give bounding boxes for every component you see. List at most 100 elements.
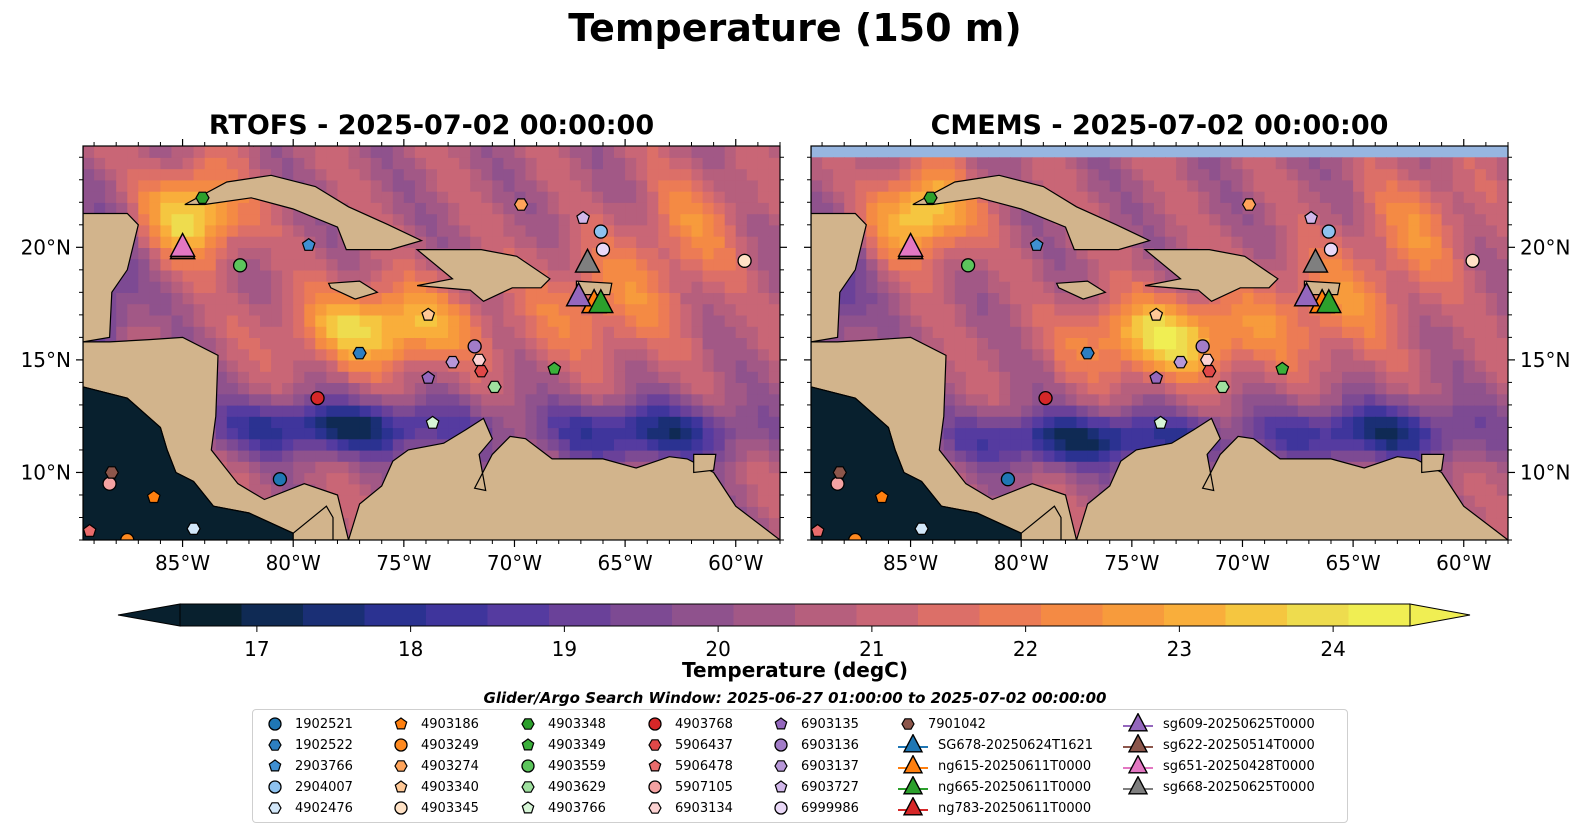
- temperature-cell: [83, 157, 95, 170]
- temperature-cell: [293, 326, 305, 338]
- obs-5907105: [102, 476, 117, 491]
- temperature-cell: [943, 157, 956, 170]
- temperature-cell: [348, 258, 361, 271]
- temperature-cell: [1485, 224, 1498, 237]
- temperature-cell: [1496, 348, 1508, 361]
- temperature-cell: [724, 483, 737, 496]
- legend-marker-icon: [648, 717, 662, 731]
- temperature-cell: [866, 314, 878, 327]
- temperature-cell: [1331, 179, 1343, 192]
- temperature-cell: [204, 303, 217, 316]
- temperature-cell: [636, 247, 648, 260]
- temperature-cell: [1386, 292, 1398, 305]
- temperature-cell: [326, 269, 339, 282]
- temperature-cell: [658, 191, 670, 203]
- temperature-cell: [713, 191, 726, 203]
- legend-marker-icon: [394, 760, 408, 772]
- temperature-cell: [249, 202, 261, 215]
- temperature-cell: [724, 157, 737, 170]
- temperature-cell: [866, 213, 878, 226]
- temperature-cell: [603, 337, 615, 350]
- temperature-cell: [999, 337, 1011, 350]
- temperature-cell: [1375, 269, 1387, 282]
- temperature-cell: [603, 236, 615, 248]
- temperature-cell: [669, 202, 682, 215]
- temperature-cell: [204, 247, 217, 260]
- temperature-cell: [127, 258, 139, 271]
- temperature-cell: [558, 371, 571, 383]
- temperature-cell: [470, 168, 482, 181]
- temperature-cell: [1308, 337, 1321, 350]
- temperature-cell: [943, 292, 956, 305]
- temperature-cell: [193, 314, 206, 327]
- temperature-cell: [105, 146, 117, 158]
- temperature-cell: [965, 168, 978, 181]
- temperature-cell: [591, 393, 604, 406]
- temperature-cell: [525, 168, 538, 181]
- temperature-cell: [1408, 337, 1421, 350]
- temperature-cell: [1087, 247, 1100, 260]
- temperature-cell: [757, 292, 770, 305]
- temperature-cell: [844, 292, 856, 305]
- temperature-cell: [392, 303, 405, 316]
- temperature-cell: [1131, 247, 1144, 260]
- temperature-cell: [459, 326, 471, 338]
- temperature-cell: [437, 202, 449, 215]
- temperature-cell: [293, 449, 305, 462]
- obs-4903249: [848, 532, 863, 540]
- temperature-cell: [514, 179, 527, 192]
- temperature-cell: [735, 292, 748, 305]
- temperature-cell: [569, 157, 582, 170]
- temperature-cell: [1120, 337, 1133, 350]
- temperature-cell: [414, 337, 427, 350]
- temperature-cell: [999, 281, 1011, 293]
- temperature-cell: [1142, 416, 1155, 429]
- temperature-cell: [558, 202, 571, 215]
- temperature-cell: [1319, 258, 1332, 271]
- temperature-cell: [370, 269, 383, 282]
- temperature-cell: [1142, 269, 1155, 282]
- temperature-cell: [1275, 258, 1288, 271]
- temperature-cell: [1342, 202, 1354, 215]
- temperature-cell: [481, 337, 493, 350]
- temperature-cell: [1209, 179, 1221, 192]
- temperature-cell: [448, 191, 460, 203]
- temperature-cell: [746, 202, 759, 215]
- temperature-cell: [724, 314, 737, 327]
- legend-shape: [648, 780, 662, 794]
- temperature-cell: [437, 314, 449, 327]
- temperature-cell: [680, 427, 693, 440]
- temperature-cell: [691, 326, 704, 338]
- temperature-cell: [647, 337, 659, 350]
- legend-marker-icon: [394, 738, 408, 752]
- temperature-cell: [965, 224, 978, 237]
- temperature-cell: [1131, 191, 1144, 203]
- temperature-cell: [293, 168, 305, 181]
- temperature-cell: [746, 281, 759, 293]
- temperature-cell: [260, 427, 272, 440]
- temperature-cell: [547, 224, 560, 237]
- temperature-cell: [1253, 348, 1266, 361]
- temperature-cell: [381, 359, 394, 372]
- temperature-cell: [1076, 269, 1089, 282]
- temperature-cell: [1419, 404, 1432, 417]
- temperature-cell: [1054, 168, 1067, 181]
- temperature-cell: [448, 303, 460, 316]
- temperature-cell: [83, 179, 95, 192]
- legend-triangle: [902, 797, 924, 816]
- temperature-cell: [1165, 393, 1177, 406]
- temperature-cell: [1397, 359, 1410, 372]
- temperature-cell: [855, 269, 867, 282]
- temperature-cell: [1419, 438, 1432, 451]
- temperature-cell: [1176, 292, 1188, 305]
- temperature-cell: [1485, 371, 1498, 383]
- temperature-cell: [226, 461, 239, 474]
- temperature-cell: [1142, 438, 1155, 451]
- colorbar-segment: [795, 604, 858, 626]
- temperature-cell: [326, 303, 339, 316]
- obs-4903186: [874, 489, 889, 504]
- temperature-cell: [1043, 281, 1055, 293]
- temperature-cell: [1187, 348, 1199, 361]
- temperature-cell: [1253, 382, 1266, 395]
- temperature-cell: [1109, 427, 1122, 440]
